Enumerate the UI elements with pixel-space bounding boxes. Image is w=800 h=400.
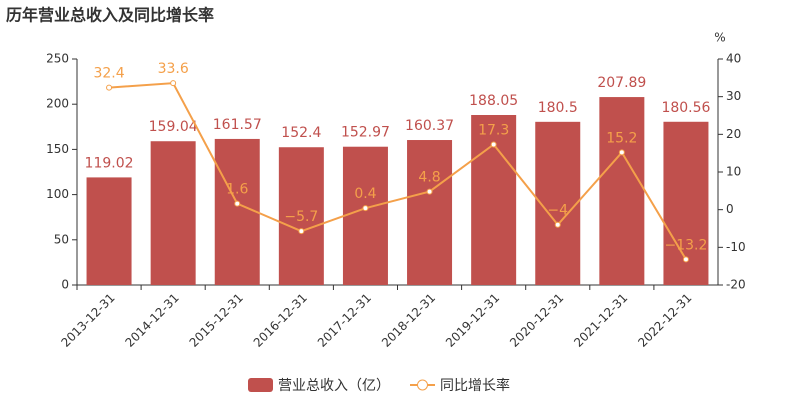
bar — [407, 140, 453, 285]
line-point — [362, 205, 369, 212]
bar — [342, 146, 388, 285]
x-tick-label: 2020-12-31 — [507, 291, 566, 350]
legend-label: 营业总收入（亿） — [278, 378, 390, 394]
bar-value-label: 161.57 — [213, 117, 262, 133]
x-tick-label: 2013-12-31 — [58, 291, 117, 350]
line-value-label: 33.6 — [158, 61, 189, 77]
y-tick-label: 100 — [46, 187, 69, 201]
line-point — [682, 256, 689, 263]
line-value-label: −4 — [547, 203, 568, 219]
y2-tick-label: 30 — [726, 89, 741, 103]
line-value-label: 4.8 — [418, 170, 440, 186]
bar — [599, 97, 645, 285]
bar-value-label: 160.37 — [405, 118, 454, 134]
y2-axis-label: % — [714, 31, 725, 45]
line-point — [170, 80, 177, 87]
line-value-label: −5.7 — [284, 209, 318, 225]
bar-value-label: 180.5 — [538, 100, 578, 116]
chart-title: 历年营业总收入及同比增长率 — [6, 6, 214, 25]
bar-value-label: 152.4 — [281, 125, 321, 141]
line-point — [490, 141, 497, 148]
line-point — [234, 200, 241, 207]
bar-value-label: 159.04 — [149, 119, 198, 135]
line — [108, 82, 687, 260]
y2-tick-label: 40 — [726, 52, 741, 66]
legend-swatch-dot — [417, 379, 428, 391]
line-value-label: 17.3 — [478, 123, 509, 139]
bar-value-label: 119.02 — [85, 155, 134, 171]
y-tick-label: 50 — [54, 232, 69, 246]
x-tick-label: 2019-12-31 — [443, 291, 502, 350]
bar — [278, 147, 324, 285]
line-value-label: 32.4 — [93, 66, 124, 82]
y-tick-label: 150 — [46, 142, 69, 156]
x-tick-label: 2015-12-31 — [187, 291, 246, 350]
y-tick-label: 0 — [61, 278, 69, 292]
x-tick-label: 2016-12-31 — [251, 291, 310, 350]
bar-value-label: 188.05 — [469, 93, 518, 109]
line-value-label: 15.2 — [606, 130, 637, 146]
line-value-label: 1.6 — [226, 182, 248, 198]
x-tick-label: 2021-12-31 — [571, 291, 630, 350]
line-value-label: −13.2 — [664, 237, 707, 253]
y2-tick-label: -20 — [726, 278, 746, 292]
line-value-label: 0.4 — [354, 186, 376, 202]
bar — [86, 177, 132, 285]
bar — [214, 138, 260, 285]
bar — [471, 115, 517, 285]
bar-value-label: 180.56 — [661, 100, 710, 116]
bar-value-label: 152.97 — [341, 125, 390, 141]
line-point — [426, 188, 433, 195]
legend-swatch — [248, 378, 273, 392]
y2-tick-label: 20 — [726, 127, 741, 141]
x-tick-label: 2018-12-31 — [379, 291, 438, 350]
legend-label: 同比增长率 — [440, 377, 510, 394]
x-tick-label: 2022-12-31 — [635, 291, 694, 350]
bar — [535, 121, 581, 285]
x-tick-label: 2014-12-31 — [123, 291, 182, 350]
bar-value-label: 207.89 — [597, 75, 646, 91]
line-point — [554, 221, 561, 228]
line-point — [298, 228, 305, 235]
y2-tick-label: 0 — [726, 202, 734, 216]
bar — [150, 141, 196, 285]
y-tick-label: 250 — [46, 52, 69, 66]
line-point — [618, 149, 625, 156]
line-point — [106, 84, 113, 91]
y-tick-label: 200 — [46, 97, 69, 111]
y2-tick-label: 10 — [726, 165, 741, 179]
x-tick-label: 2017-12-31 — [315, 291, 374, 350]
y2-tick-label: -10 — [726, 240, 746, 254]
